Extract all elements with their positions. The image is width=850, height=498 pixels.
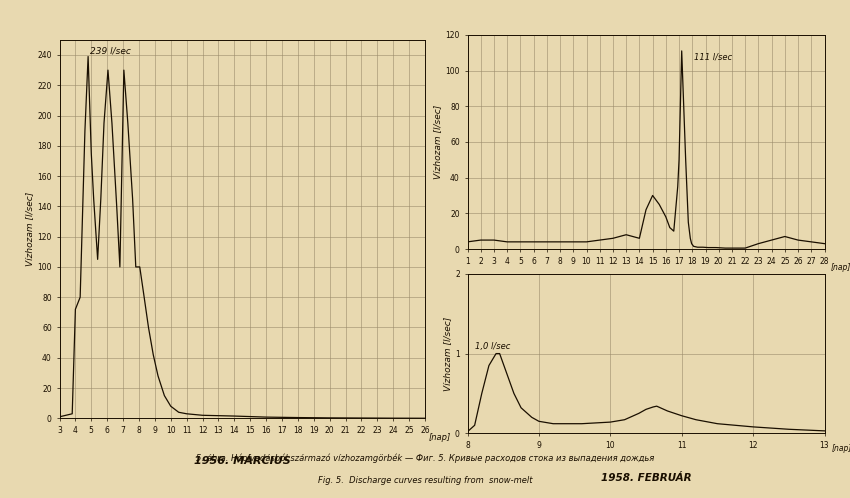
Text: 1,0 l/sec: 1,0 l/sec <box>474 342 510 351</box>
Text: 1957. FEBRUÁR: 1957. FEBRUÁR <box>601 287 691 297</box>
Text: 111 l/sec: 111 l/sec <box>694 53 733 62</box>
Text: Fig. 5.  Discharge curves resulting from  snow-melt: Fig. 5. Discharge curves resulting from … <box>318 476 532 485</box>
Text: [nap]: [nap] <box>831 444 850 453</box>
Y-axis label: Vízhozam [l/sec]: Vízhozam [l/sec] <box>443 316 452 391</box>
Y-axis label: Vízhozam [l/sec]: Vízhozam [l/sec] <box>434 105 443 179</box>
Y-axis label: Vízhozam [l/sec]: Vízhozam [l/sec] <box>26 192 35 266</box>
Text: 5. ábra. Hóolvadásból származó vízhozamgörbék — Фиг. 5. Кривые расходов стока из: 5. ábra. Hóolvadásból származó vízhozamg… <box>196 453 654 463</box>
Text: [nap]: [nap] <box>428 433 450 442</box>
Text: 1956. MÁRCIUS: 1956. MÁRCIUS <box>194 456 291 466</box>
Text: [nap]: [nap] <box>831 263 850 272</box>
Text: 1958. FEBRUÁR: 1958. FEBRUÁR <box>601 473 691 483</box>
Text: 239 l/sec: 239 l/sec <box>90 46 132 55</box>
